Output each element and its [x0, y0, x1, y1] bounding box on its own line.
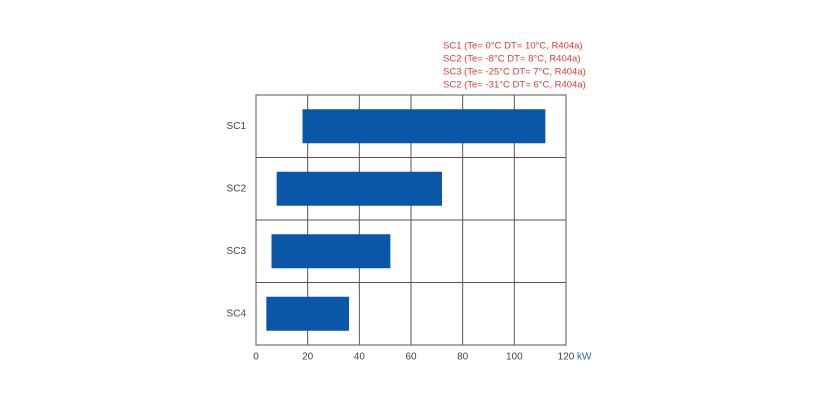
bar [266, 296, 349, 331]
bar [302, 109, 546, 144]
bar [276, 171, 442, 206]
x-tick-label: 120 [558, 352, 575, 363]
y-tick-label: SC1 [227, 121, 247, 132]
bar [271, 234, 391, 269]
x-tick-label: 20 [302, 352, 314, 363]
x-tick-label: 100 [506, 352, 523, 363]
y-tick-label: SC4 [227, 308, 247, 319]
y-tick-label: SC2 [227, 183, 247, 194]
x-tick-label: 40 [354, 352, 366, 363]
y-tick-label: SC3 [227, 246, 247, 257]
x-axis-label: kW [577, 352, 592, 363]
legend-entry: SC1 (Te= 0°C DT= 10°C, R404a) [443, 41, 583, 52]
legend-entry: SC2 (Te= -8°C DT= 8°C, R404a) [443, 54, 580, 65]
x-tick-label: 0 [253, 352, 259, 363]
x-tick-label: 80 [457, 352, 469, 363]
x-tick-label: 60 [405, 352, 417, 363]
legend-entry: SC3 (Te= -25°C DT= 7°C, R404a) [443, 67, 586, 78]
legend-entry: SC2 (Te= -31°C DT= 6°C, R404a) [443, 80, 586, 91]
